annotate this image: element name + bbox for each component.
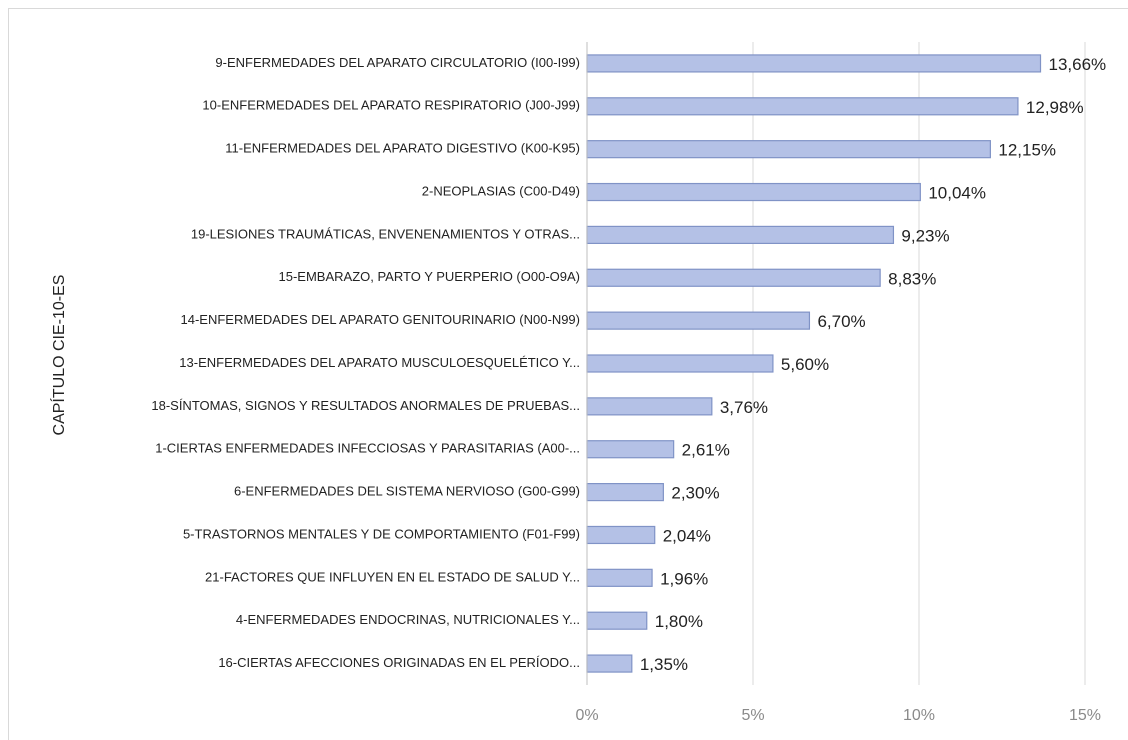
y-tick-label: 16-CIERTAS AFECCIONES ORIGINADAS EN EL P… [218,655,580,670]
bar [586,268,881,287]
value-label: 1,96% [660,569,708,588]
bar [586,440,675,459]
x-tick-label: 5% [741,707,764,724]
value-label: 13,66% [1049,55,1107,74]
value-label: 9,23% [901,226,949,245]
value-label: 8,83% [888,269,936,288]
bar [586,225,895,244]
x-tick-label: 10% [903,707,935,724]
y-tick-label: 11-ENFERMEDADES DEL APARATO DIGESTIVO (K… [225,141,580,156]
value-label: 5,60% [781,355,829,374]
bar [586,97,1019,116]
value-label: 2,04% [663,526,711,545]
y-tick-label: 19-LESIONES TRAUMÁTICAS, ENVENENAMIENTOS… [191,226,580,241]
y-tick-label: 5-TRASTORNOS MENTALES Y DE COMPORTAMIENT… [183,526,580,541]
value-label: 1,80% [655,612,703,631]
y-tick-label: 18-SÍNTOMAS, SIGNOS Y RESULTADOS ANORMAL… [151,398,580,413]
bar [586,483,664,502]
bar [586,654,633,673]
y-tick-label: 10-ENFERMEDADES DEL APARATO RESPIRATORIO… [202,98,580,113]
bar [586,54,1042,73]
chart-border [8,8,1128,740]
bar [586,397,713,416]
bar [586,611,648,630]
bar [586,140,991,159]
bar [586,354,774,373]
bar [586,568,653,587]
value-label: 12,98% [1026,98,1084,117]
y-axis-title: CAPÍTULO CIE-10-ES [49,275,68,436]
value-label: 2,30% [671,484,719,503]
value-label: 10,04% [928,184,986,203]
y-tick-label: 14-ENFERMEDADES DEL APARATO GENITOURINAR… [181,312,580,327]
value-label: 6,70% [817,312,865,331]
value-label: 12,15% [998,141,1056,160]
bar [586,311,811,330]
x-tick-label: 15% [1069,707,1101,724]
y-tick-label: 6-ENFERMEDADES DEL SISTEMA NERVIOSO (G00… [234,484,580,499]
value-label: 1,35% [640,655,688,674]
y-tick-label: 9-ENFERMEDADES DEL APARATO CIRCULATORIO … [215,55,580,70]
bar [586,182,921,202]
y-tick-label: 13-ENFERMEDADES DEL APARATO MUSCULOESQUE… [179,355,580,370]
y-tick-label: 21-FACTORES QUE INFLUYEN EN EL ESTADO DE… [205,569,580,584]
value-label: 3,76% [720,398,768,417]
y-tick-label: 4-ENFERMEDADES ENDOCRINAS, NUTRICIONALES… [236,612,580,627]
x-tick-label: 0% [575,707,598,724]
y-tick-label: 15-EMBARAZO, PARTO Y PUERPERIO (O00-O9A) [279,269,581,284]
value-label: 2,61% [682,441,730,460]
y-tick-label: 1-CIERTAS ENFERMEDADES INFECCIOSAS Y PAR… [155,441,580,456]
bar [586,525,656,545]
y-tick-label: 2-NEOPLASIAS (C00-D49) [422,183,580,198]
